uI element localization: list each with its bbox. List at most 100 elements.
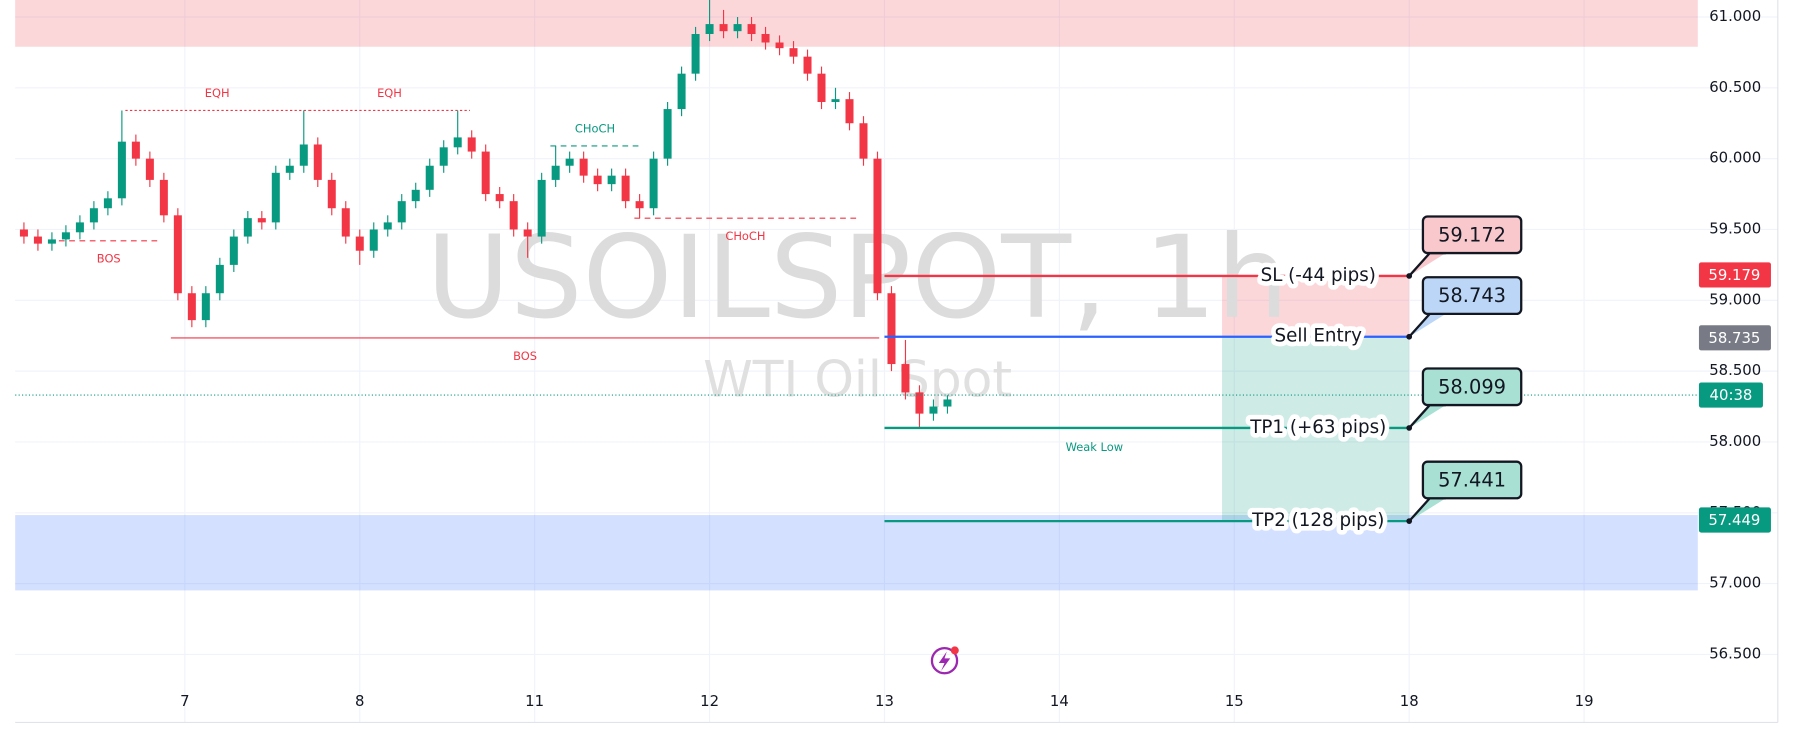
candle-body <box>131 141 140 159</box>
y-tick-label: 61.000 <box>1709 7 1761 25</box>
watermark-subtitle: WTI Oil Spot <box>703 349 1012 408</box>
candle-body <box>327 179 336 209</box>
lightning-bolt <box>938 651 951 671</box>
x-tick-label: 12 <box>700 692 719 710</box>
lightning-icon[interactable] <box>930 646 959 675</box>
candle-body <box>649 158 658 209</box>
candle-body <box>355 236 364 251</box>
callout-box <box>1421 460 1523 500</box>
callout-box <box>1421 276 1523 315</box>
candle-body <box>145 158 154 180</box>
candle-body <box>901 364 910 393</box>
candle-body <box>761 33 770 43</box>
x-tick-label: 18 <box>1400 692 1419 710</box>
candle-body <box>929 406 938 414</box>
structure-label: CHoCH <box>575 121 615 135</box>
candle-body <box>705 24 714 34</box>
candle-body <box>747 24 756 34</box>
candle-body <box>887 293 896 365</box>
candle-body <box>411 189 420 202</box>
candle-body <box>607 175 616 185</box>
countdown-badge <box>1698 382 1763 408</box>
price-badge <box>1698 262 1771 288</box>
candle-body <box>775 42 784 49</box>
countdown-label: 40:38 <box>1710 386 1753 404</box>
candle-body <box>733 24 742 32</box>
notification-dot <box>950 646 959 655</box>
candle-body <box>579 158 588 176</box>
candle-body <box>271 172 280 223</box>
candle-body <box>19 229 28 237</box>
candle-body <box>635 201 644 209</box>
y-tick-label: 59.000 <box>1709 290 1761 308</box>
candle-body <box>873 158 882 294</box>
candle-body <box>425 165 434 190</box>
candle-body <box>831 99 840 102</box>
x-tick-label: 7 <box>180 692 189 710</box>
candle-body <box>397 201 406 223</box>
candle-body <box>845 99 854 124</box>
grid <box>15 0 1778 723</box>
x-tick-label: 11 <box>525 692 544 710</box>
y-tick-label: 58.500 <box>1709 361 1761 379</box>
y-tick-label: 57.000 <box>1709 574 1761 592</box>
candle-body <box>453 137 462 148</box>
price-badge-label: 57.449 <box>1708 511 1760 529</box>
candle-body <box>565 158 574 166</box>
plot: BOS EQH EQH CHoCH CHoCH BOS Weak Low SL (-44 pi… <box>15 0 1698 536</box>
candle-body <box>159 179 168 216</box>
structure-label: EQH <box>377 86 402 100</box>
structure-label: BOS <box>97 252 121 266</box>
candle-body <box>691 33 700 74</box>
candle-body <box>285 165 294 173</box>
candle-body <box>789 48 798 57</box>
trade-label: TP2 (128 pips) <box>1251 510 1384 531</box>
candle-body <box>593 175 602 185</box>
zones <box>15 0 1698 591</box>
candle-body <box>859 123 868 159</box>
price-badge <box>1698 507 1771 533</box>
price-badge <box>1698 325 1771 351</box>
y-tick-label: 60.500 <box>1709 78 1761 96</box>
y-tick-label: 59.500 <box>1709 219 1761 237</box>
structure-label: BOS <box>513 349 537 363</box>
zone <box>15 0 1698 47</box>
candle-body <box>299 144 308 166</box>
candle-body <box>313 144 322 180</box>
candle-body <box>33 236 42 244</box>
callout-box <box>1421 215 1523 255</box>
candle-body <box>509 201 518 230</box>
candle-body <box>621 175 630 202</box>
candle-body <box>369 229 378 251</box>
candle-body <box>943 399 952 407</box>
candle-body <box>467 137 476 152</box>
candle-body <box>803 56 812 74</box>
x-tick-label: 8 <box>355 692 364 710</box>
candle-body <box>915 392 924 414</box>
x-tick-label: 14 <box>1050 692 1069 710</box>
y-tick-label: 58.000 <box>1709 432 1761 450</box>
candle-body <box>341 208 350 237</box>
candle-body <box>495 194 504 202</box>
candle-body <box>257 218 266 223</box>
candle-body <box>61 232 70 240</box>
trade-label: Sell Entry <box>1275 326 1363 347</box>
candle-body <box>719 24 728 32</box>
candle-body <box>243 218 252 237</box>
candle-body <box>201 293 210 321</box>
y-tick-label: 56.500 <box>1709 644 1761 662</box>
callout-price: 57.441 <box>1438 469 1506 492</box>
callout-price: 58.099 <box>1438 375 1506 398</box>
callout-box <box>1421 367 1523 407</box>
candle-body <box>677 73 686 110</box>
candle-body <box>173 215 182 294</box>
candle-body <box>215 264 224 294</box>
candle-body <box>383 222 392 230</box>
trade-label: SL (-44 pips) <box>1261 265 1376 286</box>
zone <box>15 515 1698 591</box>
candle-body <box>663 109 672 159</box>
candle-body <box>481 151 490 195</box>
candle-body <box>537 179 546 237</box>
structure-label: Weak Low <box>1066 440 1123 454</box>
risk-box <box>1222 275 1410 337</box>
